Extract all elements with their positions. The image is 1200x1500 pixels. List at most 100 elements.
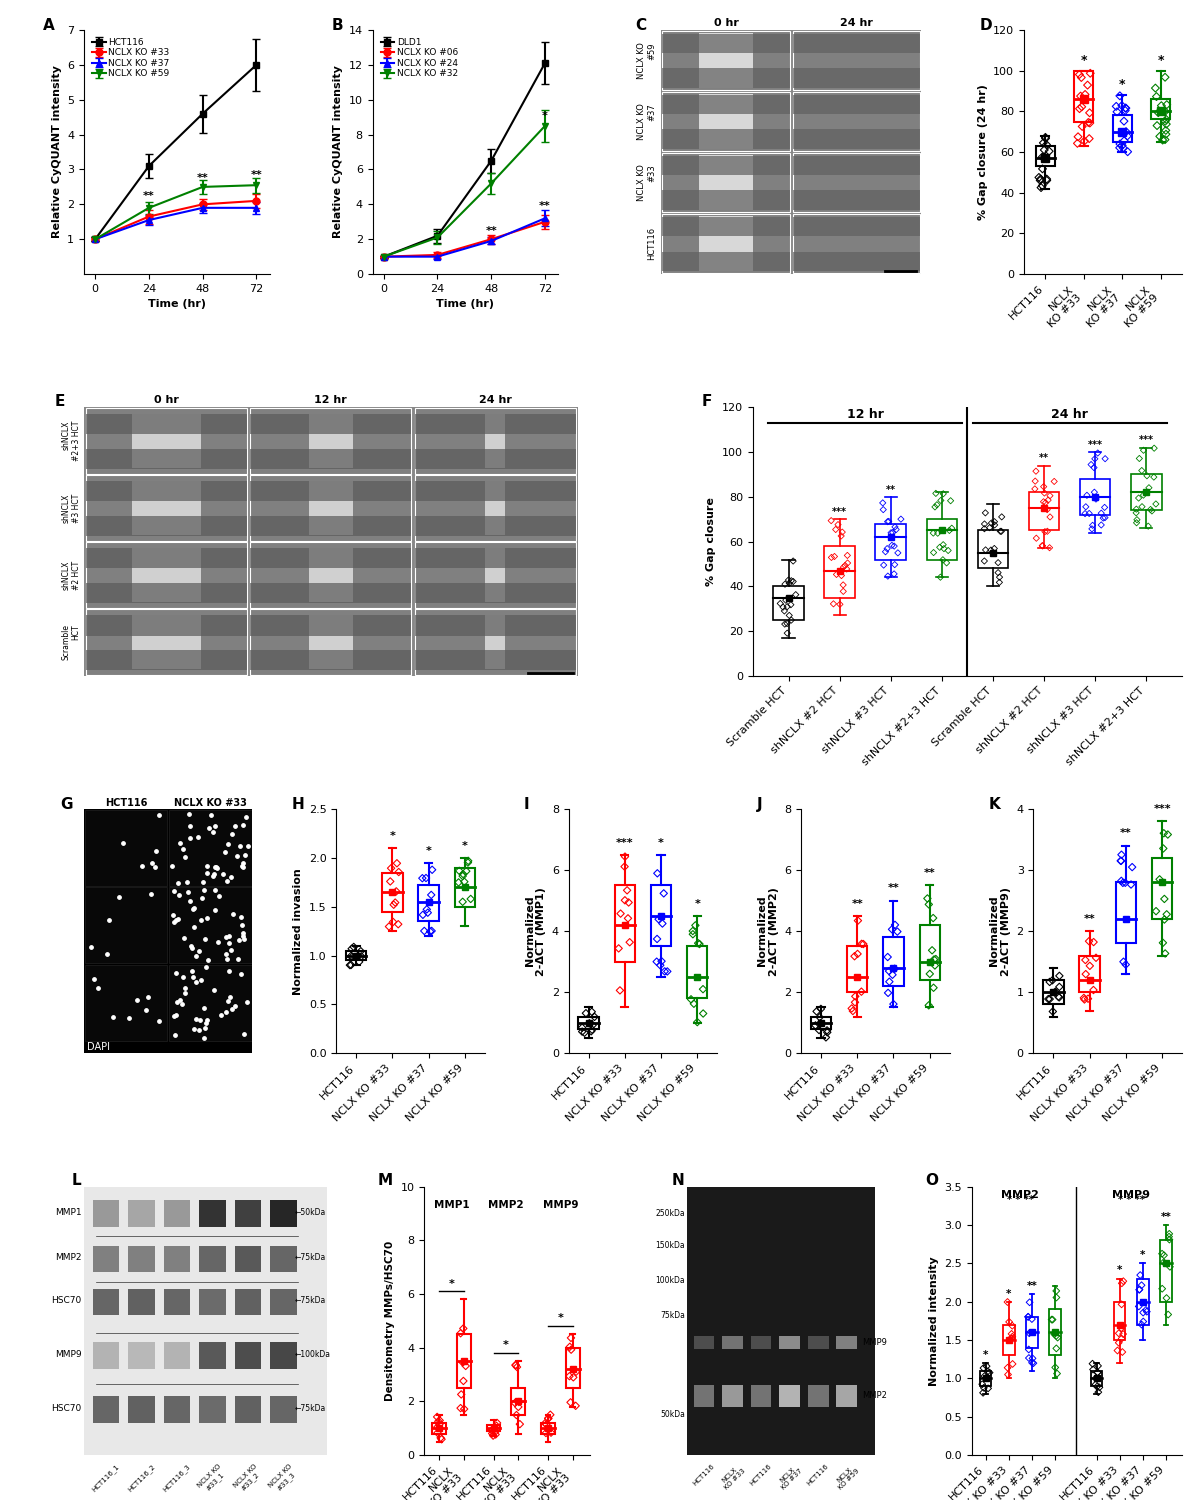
Point	[560, 1390, 580, 1414]
Point	[1037, 168, 1056, 192]
Point	[991, 519, 1010, 543]
Point	[149, 802, 168, 826]
Point	[616, 888, 635, 912]
Text: **: **	[888, 884, 899, 894]
Point	[454, 1317, 473, 1341]
Point	[781, 592, 800, 616]
Point	[888, 542, 907, 566]
Point	[781, 608, 800, 631]
Point	[1157, 122, 1176, 146]
Point	[487, 1412, 506, 1436]
Bar	[978, 531, 1008, 568]
Point	[192, 886, 211, 910]
Point	[1134, 438, 1153, 462]
Point	[920, 962, 940, 986]
Point	[1154, 886, 1174, 910]
Point	[827, 562, 846, 586]
Point	[539, 1418, 558, 1442]
Point	[1114, 136, 1133, 160]
Text: ←75kDa: ←75kDa	[294, 1404, 325, 1413]
Point	[832, 564, 851, 588]
Point	[928, 520, 947, 544]
Point	[103, 1005, 122, 1029]
Text: *: *	[658, 837, 664, 848]
Point	[882, 918, 901, 942]
Point	[1108, 1338, 1127, 1362]
Point	[991, 519, 1010, 543]
Bar	[486, 549, 505, 602]
Point	[580, 1011, 599, 1035]
Bar	[432, 1424, 446, 1434]
Point	[832, 524, 851, 548]
Text: shNCLX
#3 HCT: shNCLX #3 HCT	[61, 494, 80, 522]
Point	[1075, 501, 1094, 525]
Point	[194, 927, 214, 951]
Point	[784, 570, 803, 594]
Text: N: N	[672, 1173, 685, 1188]
Point	[1092, 513, 1111, 537]
Point	[1085, 447, 1104, 471]
Point	[1045, 980, 1064, 1004]
Point	[1153, 837, 1172, 861]
Point	[1048, 1362, 1067, 1386]
Point	[618, 879, 637, 903]
Point	[980, 1360, 1000, 1384]
Point	[1074, 986, 1093, 1010]
Point	[181, 934, 200, 958]
Point	[454, 890, 473, 914]
Bar	[250, 414, 412, 434]
Bar	[85, 482, 247, 501]
Point	[172, 992, 191, 1016]
Point	[1142, 500, 1162, 523]
Bar	[792, 129, 920, 149]
Bar	[169, 810, 252, 886]
Point	[216, 840, 235, 864]
Bar	[457, 1334, 470, 1388]
Point	[416, 865, 436, 889]
Point	[238, 990, 257, 1014]
Point	[1111, 849, 1130, 873]
Point	[539, 1407, 558, 1431]
Point	[232, 853, 251, 877]
Point	[342, 944, 361, 968]
Point	[1118, 140, 1138, 164]
Point	[235, 1022, 254, 1046]
Point	[127, 987, 146, 1011]
Point	[694, 1002, 713, 1026]
Point	[1048, 1326, 1067, 1350]
Point	[778, 594, 797, 618]
Point	[940, 519, 959, 543]
Point	[1158, 822, 1177, 846]
Point	[235, 927, 254, 951]
Point	[878, 510, 898, 534]
Point	[1109, 1330, 1128, 1354]
Bar	[919, 926, 940, 980]
Point	[924, 906, 943, 930]
Point	[1003, 1352, 1022, 1376]
Point	[505, 1390, 524, 1414]
Text: **: **	[1026, 1281, 1037, 1292]
Text: HCT116: HCT116	[104, 798, 148, 807]
Point	[482, 1419, 502, 1443]
Point	[1026, 470, 1045, 494]
Point	[886, 514, 905, 538]
Point	[186, 1007, 205, 1031]
Text: shNCLX
#2 HCT: shNCLX #2 HCT	[61, 561, 80, 590]
Text: O: O	[925, 1173, 938, 1188]
Point	[1084, 930, 1103, 954]
Point	[1082, 513, 1102, 537]
Point	[1153, 128, 1172, 152]
Bar	[415, 543, 576, 608]
Bar	[92, 1200, 119, 1227]
Point	[428, 1414, 448, 1438]
Bar	[270, 1200, 296, 1227]
Point	[1044, 470, 1063, 494]
Bar	[128, 1245, 155, 1272]
Bar	[92, 1288, 119, 1316]
Text: * * **: * * **	[1007, 1196, 1033, 1206]
Point	[934, 532, 953, 556]
Point	[1043, 1308, 1062, 1332]
Bar	[662, 129, 790, 149]
Point	[194, 1026, 214, 1050]
Bar	[415, 609, 576, 675]
